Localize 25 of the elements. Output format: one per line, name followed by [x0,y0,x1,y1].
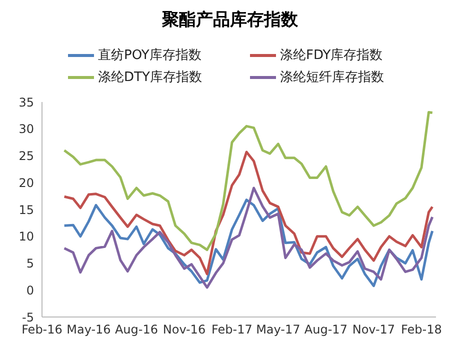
x-tick-label: Feb-17 [212,322,252,337]
y-tick-label: 25 [18,149,34,164]
y-tick-label: 20 [18,176,34,190]
x-tick-label: Nov-17 [352,322,396,337]
y-tick-label: 5 [26,256,34,271]
x-tick-label: Aug-16 [114,322,158,337]
x-tick-label: May-16 [66,322,111,337]
legend-label: 涤纶DTY库存指数 [98,69,202,86]
y-tick-label: 35 [18,95,34,110]
legend-label: 直纺POY库存指数 [98,47,202,64]
chart-title: 聚酯产品库存指数 [161,9,299,32]
y-tick-label: 10 [18,230,34,244]
line-series [63,150,434,276]
legend-label: 涤纶FDY库存指数 [280,47,383,64]
x-tick-label: Aug-17 [304,322,348,337]
y-tick-label: 30 [18,122,34,136]
legend-label: 涤纶短纤库存指数 [280,69,384,86]
y-tick-label: 0 [26,283,34,298]
line-series [63,110,434,252]
x-tick-label: Nov-16 [162,322,206,337]
x-tick-label: Feb-18 [401,322,442,337]
x-tick-label: Feb-16 [22,322,62,337]
y-tick-label: 15 [18,202,34,217]
x-tick-label: May-17 [256,322,300,337]
y-tick-label: -5 [22,310,34,324]
